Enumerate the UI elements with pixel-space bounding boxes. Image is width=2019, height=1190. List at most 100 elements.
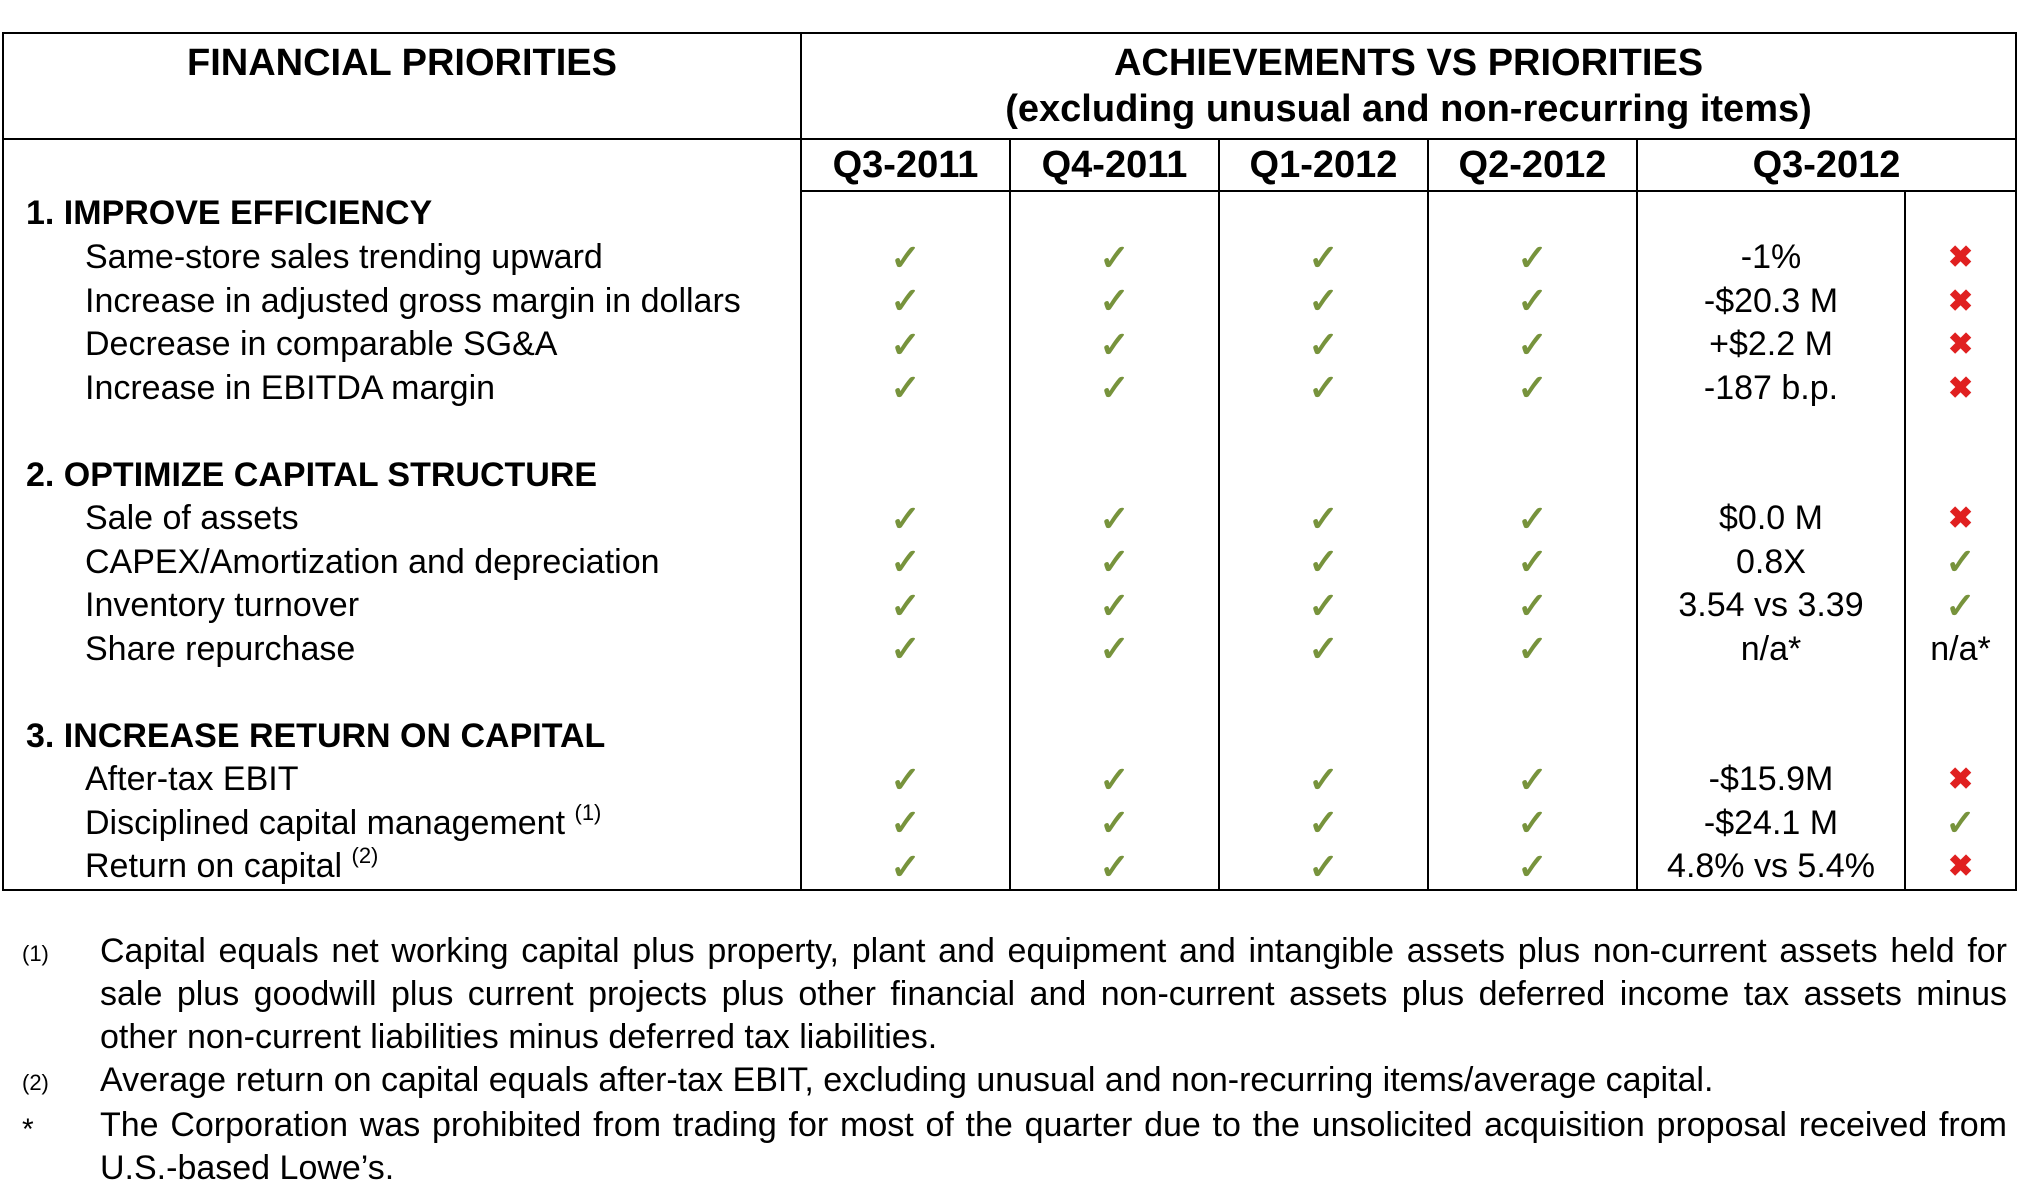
section-spacer-cell <box>1009 453 1219 497</box>
footnote-marker: (1) <box>22 941 49 966</box>
check-icon: ✓ <box>1218 540 1428 584</box>
header-spacer <box>2 139 801 191</box>
section-row-3: 3. INCREASE RETURN ON CAPITAL <box>2 714 2018 758</box>
check-icon: ✓ <box>800 627 1010 671</box>
check-icon: ✓ <box>800 845 1010 891</box>
check-icon: ✓ <box>800 497 1010 541</box>
check-icon: ✓ <box>1009 236 1219 280</box>
section-spacer-cell <box>1427 191 1637 236</box>
gap-cell <box>1636 410 1905 453</box>
metric-row-increase-in-ebitda-margin: Increase in EBITDA margin ✓ ✓ ✓ ✓ -187 b.p. ✖ <box>2 366 2018 410</box>
metric-row-return-on-capital: Return on capital (2) ✓ ✓ ✓ ✓ 4.8% vs 5.4% ✖ <box>2 843 2018 891</box>
section-spacer-cell <box>1218 453 1428 497</box>
gap-cell <box>1427 410 1637 453</box>
gap-cell <box>1903 671 2018 714</box>
check-icon: ✓ <box>1009 584 1219 628</box>
check-icon: ✓ <box>800 758 1010 802</box>
metric-label: CAPEX/Amortization and depreciation <box>85 542 660 581</box>
check-icon: ✓ <box>1009 845 1219 891</box>
check-icon: ✓ <box>1427 366 1637 410</box>
check-icon: ✓ <box>1218 323 1428 367</box>
metric-label-cell: Increase in EBITDA margin <box>2 366 801 410</box>
metric-row-decrease-in-comparable-sg-a: Decrease in comparable SG&A ✓ ✓ ✓ ✓ +$2.2 M ✖ <box>2 323 2018 367</box>
metric-row-disciplined-capital-management: Disciplined capital management (1) ✓ ✓ ✓ ✓ -$… <box>2 799 2018 845</box>
check-icon: ✓ <box>1218 279 1428 323</box>
metric-label: Increase in EBITDA margin <box>85 368 496 407</box>
section-spacer-cell <box>1009 191 1219 236</box>
gap-cell <box>2 671 801 714</box>
check-icon: ✓ <box>1009 801 1219 845</box>
check-icon: ✓ <box>1009 323 1219 367</box>
quarter-header-q1-2012: Q1-2012 <box>1218 139 1428 192</box>
check-icon: ✓ <box>1218 236 1428 280</box>
metric-label: Disciplined capital management <box>85 803 566 842</box>
metric-label-cell: Disciplined capital management (1) <box>2 799 801 845</box>
q3-2012-value: $0.0 M <box>1636 497 1905 541</box>
gap-cell <box>800 410 1010 453</box>
status-text: n/a* <box>1903 627 2018 671</box>
footnote-ref: (1) <box>574 799 602 825</box>
achievements-header: ACHIEVEMENTS VS PRIORITIES (excluding un… <box>799 32 2018 140</box>
footnote-ref: (2) <box>351 843 379 869</box>
check-icon: ✓ <box>1903 584 2018 628</box>
section-spacer-cell <box>800 191 1010 236</box>
section-spacer-cell <box>1903 191 2018 236</box>
metric-label: Inventory turnover <box>85 586 360 625</box>
financial-priorities-table: FINANCIAL PRIORITIES ACHIEVEMENTS VS PRI… <box>2 32 2018 891</box>
metric-row-capex-amortization-and-depreciation: CAPEX/Amortization and depreciation ✓ ✓ ✓ ✓ 0… <box>2 540 2018 584</box>
cross-icon: ✖ <box>1903 758 2018 802</box>
cross-icon: ✖ <box>1903 279 2018 323</box>
check-icon: ✓ <box>1427 279 1637 323</box>
cross-icon: ✖ <box>1903 323 2018 367</box>
section-spacer-cell <box>1903 714 2018 758</box>
q3-2012-value: 3.54 vs 3.39 <box>1636 584 1905 628</box>
gap-cell <box>1218 410 1428 453</box>
check-icon: ✓ <box>1427 845 1637 891</box>
section-spacer-cell <box>1427 453 1637 497</box>
metric-label-cell: After-tax EBIT <box>2 758 801 802</box>
metric-label-cell: Increase in adjusted gross margin in dol… <box>2 279 801 323</box>
section-row-2: 2. OPTIMIZE CAPITAL STRUCTURE <box>2 453 2018 497</box>
achievements-subtitle: (excluding unusual and non-recurring ite… <box>1005 88 1812 130</box>
metric-label: Share repurchase <box>85 629 356 668</box>
metric-row-same-store-sales-trending-upward: Same-store sales trending upward ✓ ✓ ✓ ✓ -1% ✖ <box>2 236 2018 280</box>
quarter-header-q2-2012: Q2-2012 <box>1427 139 1637 192</box>
gap-cell <box>800 671 1010 714</box>
check-icon: ✓ <box>1427 236 1637 280</box>
achievements-title: ACHIEVEMENTS VS PRIORITIES <box>1113 42 1704 84</box>
metric-label-cell: Share repurchase <box>2 627 801 671</box>
cross-icon: ✖ <box>1903 497 2018 541</box>
section-spacer-cell <box>1009 714 1219 758</box>
cross-icon: ✖ <box>1903 236 2018 280</box>
metric-label-cell: Same-store sales trending upward <box>2 236 801 280</box>
q3-2012-value: -$20.3 M <box>1636 279 1905 323</box>
footnote-marker: (2) <box>22 1070 49 1095</box>
q3-2012-value: +$2.2 M <box>1636 323 1905 367</box>
quarter-header-q3-2011: Q3-2011 <box>800 139 1010 192</box>
check-icon: ✓ <box>1218 366 1428 410</box>
check-icon: ✓ <box>800 323 1010 367</box>
q3-2012-value: -187 b.p. <box>1636 366 1905 410</box>
check-icon: ✓ <box>1218 627 1428 671</box>
check-icon: ✓ <box>1903 801 2018 845</box>
footnote-text: The Corporation was prohibited from trad… <box>100 1106 2007 1187</box>
section-spacer-cell <box>1218 191 1428 236</box>
check-icon: ✓ <box>1218 801 1428 845</box>
check-icon: ✓ <box>1218 758 1428 802</box>
gap-cell <box>1218 671 1428 714</box>
section-title: 3. INCREASE RETURN ON CAPITAL <box>2 714 801 758</box>
metric-label-cell: Sale of assets <box>2 497 801 541</box>
metric-label: Decrease in comparable SG&A <box>85 325 558 364</box>
cross-icon: ✖ <box>1903 366 2018 410</box>
check-icon: ✓ <box>1427 540 1637 584</box>
check-icon: ✓ <box>1427 627 1637 671</box>
check-icon: ✓ <box>1009 540 1219 584</box>
footnote: * The Corporation was prohibited from tra… <box>22 1104 2007 1190</box>
metric-row-sale-of-assets: Sale of assets ✓ ✓ ✓ ✓ $0.0 M ✖ <box>2 497 2018 541</box>
gap-cell <box>1427 671 1637 714</box>
check-icon: ✓ <box>1427 497 1637 541</box>
footnote-text: Capital equals net working capital plus … <box>100 932 2007 1056</box>
check-icon: ✓ <box>1009 497 1219 541</box>
check-icon: ✓ <box>800 366 1010 410</box>
